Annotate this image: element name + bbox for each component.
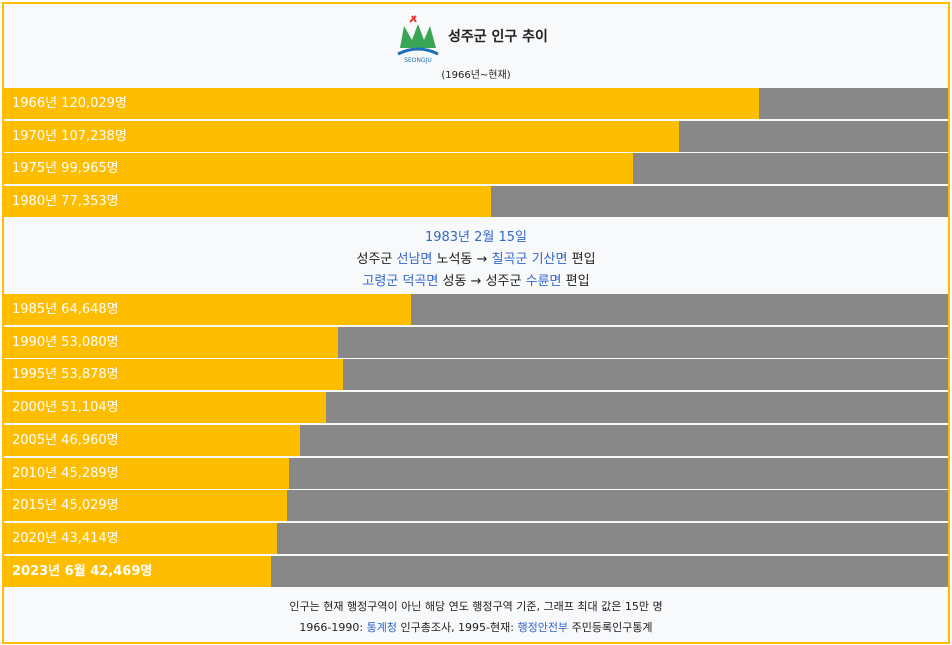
note-link[interactable]: 덕곡면: [402, 274, 439, 289]
note-text: 성주군: [485, 274, 522, 289]
chart-title: 성주군 인구 추이: [448, 29, 548, 45]
bar-track: 2023년 6월 42,469명: [4, 555, 948, 587]
svg-text:SEONGJU: SEONGJU: [404, 57, 432, 64]
bar: [4, 457, 290, 489]
boundary-change-note: 1983년 2월 15일 성주군 선남면 노석동 → 칠곡군 기산면 편입 고령…: [4, 218, 948, 292]
note-link[interactable]: 고령군: [362, 274, 399, 289]
bar-label: 2020년 43,414명: [12, 530, 119, 546]
seongju-logo: SEONGJU: [394, 14, 442, 64]
bar: [4, 88, 760, 119]
note-link[interactable]: 수륜면: [525, 274, 562, 289]
source-text: 1966-1990:: [299, 621, 364, 634]
bar-track: 1980년 77,353명: [4, 186, 948, 218]
bar-track: 2005년 46,960명: [4, 424, 948, 456]
bar-label: 1975년 99,965명: [12, 161, 119, 177]
bar-label: 2000년 51,104명: [12, 400, 119, 416]
bar-label: 1985년 64,648명: [12, 302, 119, 317]
note-link[interactable]: 기산면: [531, 252, 568, 267]
bar: [4, 424, 300, 456]
bar-label: 2010년 45,289명: [12, 465, 119, 481]
bar: [4, 120, 679, 152]
bar: [4, 359, 344, 391]
note-text: 성주군: [356, 252, 393, 267]
source-link-kostat[interactable]: 통계청: [366, 621, 397, 634]
chart-header: SEONGJU 성주군 인구 추이 (1966년~현재): [4, 4, 948, 88]
chart-footer: 인구는 현재 행정구역이 아닌 해당 연도 행정구역 기준, 그래프 최대 값은…: [4, 588, 948, 642]
footer-note: 인구는 현재 행정구역이 아닌 해당 연도 행정구역 기준, 그래프 최대 값은…: [289, 600, 663, 613]
bar-track: 1995년 53,878명: [4, 359, 948, 391]
bar-track: 1970년 107,238명: [4, 120, 948, 152]
bar: [4, 522, 278, 554]
bar: [4, 326, 339, 358]
note-text: 성동 →: [442, 274, 482, 289]
note-text: 편입: [571, 252, 596, 267]
note-link[interactable]: 칠곡군: [491, 252, 528, 267]
bar-track: 1966년 120,029명: [4, 88, 948, 119]
bar-track: 2020년 43,414명: [4, 522, 948, 554]
note-date-link[interactable]: 1983년 2월 15일: [424, 230, 528, 245]
source-text: 인구총조사, 1995-현재:: [400, 621, 514, 634]
note-line-2: 성주군 선남면 노석동 → 칠곡군 기산면 편입: [4, 248, 948, 267]
note-text: 노석동 →: [436, 252, 488, 267]
bar-label: 2023년 6월 42,469명: [12, 563, 153, 579]
bar-label: 1966년 120,029명: [12, 96, 127, 111]
bar-track: 1990년 53,080명: [4, 326, 948, 358]
note-text: 편입: [565, 274, 590, 289]
bar: [4, 294, 411, 325]
chart-subtitle: (1966년~현재): [441, 70, 511, 81]
bar-label: 1970년 107,238명: [12, 128, 127, 144]
bar: [4, 555, 272, 587]
bar: [4, 490, 288, 522]
bar-track: 1985년 64,648명: [4, 294, 948, 325]
bar-label: 2015년 45,029명: [12, 498, 119, 514]
source-link-mois[interactable]: 행정안전부: [517, 621, 569, 634]
footer-sources: 1966-1990: 통계청 인구총조사, 1995-현재: 행정안전부 주민등…: [4, 619, 948, 635]
bar-track: 2000년 51,104명: [4, 392, 948, 424]
note-line-3: 고령군 덕곡면 성동 → 성주군 수륜면 편입: [4, 270, 948, 289]
bar-track: 2010년 45,289명: [4, 457, 948, 489]
bar: [4, 153, 634, 185]
bar-label: 1995년 53,878명: [12, 367, 119, 383]
bar-label: 1980년 77,353명: [12, 194, 119, 210]
bar: [4, 186, 491, 218]
bar-track: 1975년 99,965명: [4, 153, 948, 185]
source-text: 주민등록인구통계: [571, 621, 653, 634]
bar-label: 2005년 46,960명: [12, 432, 119, 448]
bar-label: 1990년 53,080명: [12, 334, 119, 350]
bar: [4, 392, 326, 424]
bar-track: 2015년 45,029명: [4, 490, 948, 522]
note-link[interactable]: 선남면: [396, 252, 433, 267]
